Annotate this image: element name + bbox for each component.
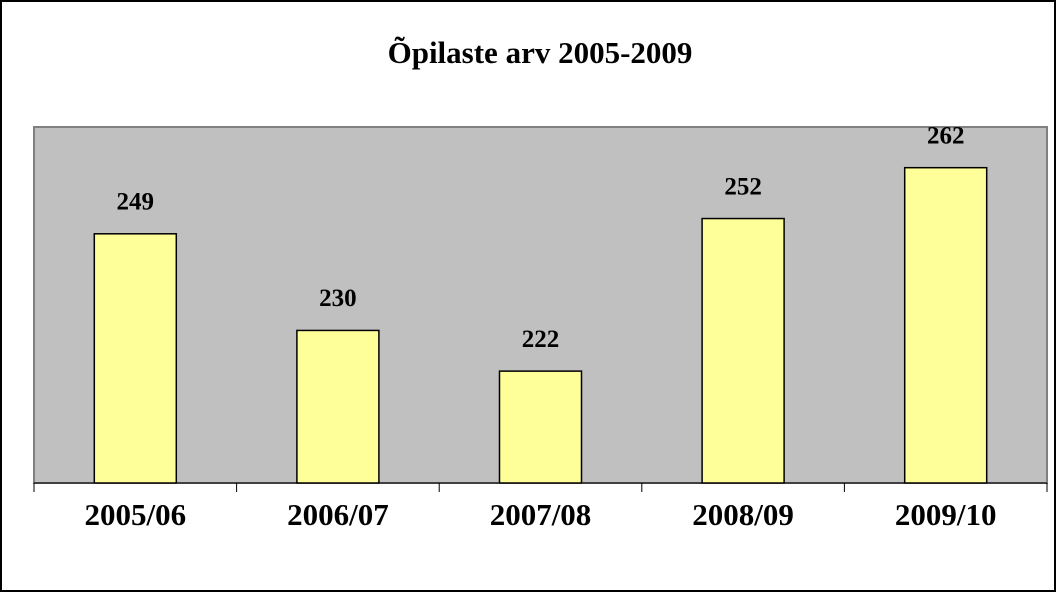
x-tick-label: 2006/07 — [287, 497, 389, 532]
value-label: 262 — [927, 122, 965, 149]
bar — [498, 370, 583, 484]
x-tick-label: 2009/10 — [895, 497, 997, 532]
bar — [903, 166, 988, 484]
value-label: 252 — [724, 173, 762, 200]
value-label: 230 — [319, 285, 357, 312]
x-tick-label: 2007/08 — [490, 497, 592, 532]
value-label: 222 — [522, 326, 560, 353]
value-label: 249 — [117, 189, 155, 216]
x-tick-label: 2005/06 — [84, 497, 186, 532]
bar — [701, 217, 785, 484]
bar — [296, 329, 380, 484]
bar — [93, 233, 178, 484]
chart-title: Õpilaste arv 2005-2009 — [388, 35, 693, 70]
x-tick-label: 2008/09 — [692, 497, 794, 532]
